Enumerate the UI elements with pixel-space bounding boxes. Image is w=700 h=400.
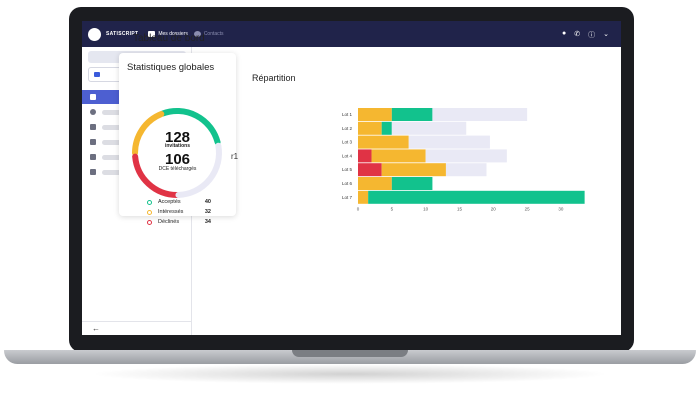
collapse-sidebar-button[interactable]: ← bbox=[82, 321, 192, 335]
x-tick-label: 30 bbox=[558, 207, 564, 212]
mail-icon bbox=[90, 169, 96, 175]
bar-segment bbox=[391, 108, 433, 121]
legend-value: 40 bbox=[204, 199, 211, 205]
bar-segment bbox=[358, 135, 409, 149]
legend-interested: Intéressés 32 bbox=[147, 209, 211, 215]
bar-segment bbox=[445, 163, 487, 177]
stats-title: Statistiques globales bbox=[127, 62, 215, 73]
top-bar: SATISCRIPT Mes dossiers Contacts ● ✆ ⓘ ⌄ bbox=[82, 21, 621, 47]
gauge-arc-0 bbox=[159, 108, 221, 146]
x-tick-label: 15 bbox=[457, 207, 463, 212]
dashboard-icon bbox=[120, 35, 127, 42]
users-icon bbox=[90, 139, 96, 145]
category-label: Lot 3 bbox=[342, 140, 353, 145]
category-label: Lot 2 bbox=[342, 126, 353, 131]
legend-value: 32 bbox=[204, 209, 211, 215]
invitations-label: invitations bbox=[164, 143, 190, 149]
x-tick-label: 0 bbox=[357, 207, 360, 212]
bar-segment bbox=[358, 163, 382, 177]
x-tick-label: 10 bbox=[423, 207, 429, 212]
bar-segment bbox=[432, 108, 528, 121]
phone-icon[interactable]: ✆ bbox=[574, 31, 581, 38]
legend-label: Acceptés bbox=[158, 199, 181, 205]
legend-dot bbox=[147, 199, 152, 205]
legend-value: 34 bbox=[204, 219, 211, 225]
chart-heading: Répartition bbox=[252, 73, 296, 83]
overlapping-text-fragment: r1 bbox=[231, 152, 239, 161]
legend-accepted: Acceptés 40 bbox=[147, 199, 211, 205]
bar-segment bbox=[358, 108, 392, 121]
gauge-arc-2 bbox=[132, 153, 180, 198]
x-tick-label: 25 bbox=[525, 207, 531, 212]
x-tick-label: 5 bbox=[391, 207, 394, 212]
x-tick-label: 20 bbox=[491, 207, 497, 212]
arrow-left-icon: ← bbox=[92, 324, 100, 333]
users-icon bbox=[193, 31, 201, 37]
nav-label: Contacts bbox=[203, 31, 224, 37]
top-right-actions: ● ✆ ⓘ ⌄ bbox=[562, 30, 609, 40]
bar-segment bbox=[381, 163, 446, 177]
bar-segment bbox=[408, 135, 490, 149]
document-icon bbox=[90, 154, 96, 160]
dashboard-icon bbox=[90, 94, 96, 100]
info-icon bbox=[90, 109, 96, 115]
bell-icon[interactable]: ● bbox=[562, 30, 567, 37]
bar-segment bbox=[358, 190, 369, 204]
laptop-base bbox=[4, 350, 696, 364]
folder-icon bbox=[148, 31, 156, 37]
bar-segment bbox=[368, 190, 585, 204]
legend-declined: Déclinés 34 bbox=[147, 219, 211, 225]
category-label: Lot 6 bbox=[342, 181, 353, 186]
laptop-notch bbox=[292, 350, 408, 357]
bar-segment bbox=[358, 177, 392, 190]
nav-my-folders[interactable]: Mes dossiers bbox=[148, 31, 188, 37]
distribution-chart: Lot 1 Lot 2 Lot 3 Lot 4 Lot 5 Lot 6 Lot 7 0 5 10 1… bbox=[342, 108, 585, 212]
stats-gauge bbox=[132, 108, 222, 198]
category-label: Lot 1 bbox=[342, 112, 353, 117]
bar-segment bbox=[391, 121, 467, 135]
nav-label: Mes dossiers bbox=[158, 31, 188, 37]
brand-logo-icon[interactable] bbox=[88, 27, 101, 41]
page-title: Tableau de bord bbox=[120, 33, 205, 44]
invitations-count: 128 bbox=[164, 129, 191, 146]
legend-dot bbox=[147, 209, 152, 215]
bar-segment bbox=[425, 149, 507, 163]
dce-label: DCE téléchargés bbox=[158, 166, 197, 172]
chevron-down-icon[interactable]: ⌄ bbox=[603, 31, 609, 38]
category-label: Lot 7 bbox=[342, 195, 353, 200]
gauge-arc-1 bbox=[132, 111, 165, 156]
laptop-shadow bbox=[90, 364, 610, 384]
bar-segment bbox=[391, 177, 433, 190]
brand-name[interactable]: SATISCRIPT bbox=[106, 31, 139, 37]
help-icon[interactable]: ⓘ bbox=[588, 32, 596, 39]
chart-icon bbox=[90, 124, 96, 130]
dce-count: 106 bbox=[164, 151, 191, 168]
bar-segment bbox=[371, 149, 426, 163]
nav-contacts[interactable]: Contacts bbox=[193, 31, 224, 37]
folder-icon bbox=[94, 72, 100, 77]
global-stats-card: Statistiques globales 128 invitations 10… bbox=[119, 53, 236, 225]
legend-label: Intéressés bbox=[158, 209, 184, 215]
bar-segment bbox=[381, 121, 392, 135]
category-label: Lot 5 bbox=[342, 167, 353, 172]
bar-segment bbox=[358, 149, 372, 163]
bar-segment bbox=[358, 121, 382, 135]
gauge-arc-3 bbox=[175, 142, 222, 198]
legend-label: Déclinés bbox=[158, 219, 180, 225]
legend-dot bbox=[147, 219, 152, 225]
page-title-text: Tableau de bord bbox=[133, 33, 205, 44]
category-label: Lot 4 bbox=[342, 153, 353, 158]
